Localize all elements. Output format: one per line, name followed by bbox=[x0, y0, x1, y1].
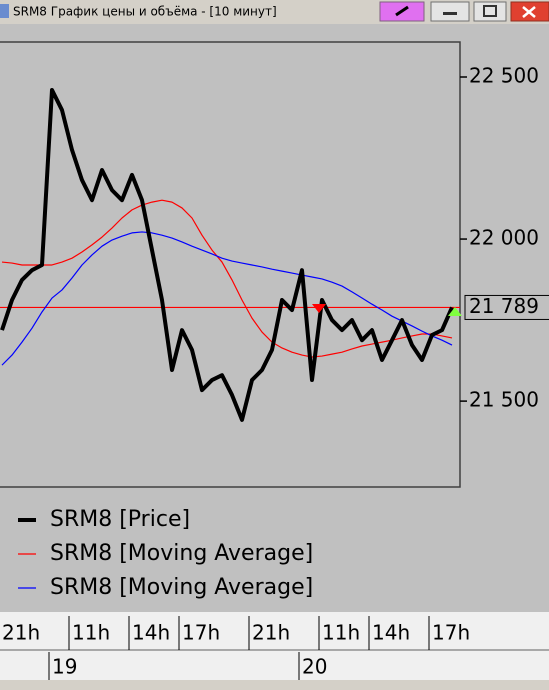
plot: 21 500 22 000 22 500 21 789 SRM8 [Price] SRM8… bbox=[0, 64, 549, 680]
last-price-box bbox=[464, 294, 549, 320]
window-title: SRM8 График цены и объёма - [10 минут] bbox=[13, 5, 277, 19]
x-tick-label: 21h bbox=[2, 621, 40, 645]
y-tick-label: 22 500 bbox=[469, 64, 539, 88]
window-icon bbox=[0, 4, 9, 18]
x-tick-label: 17h bbox=[432, 621, 470, 645]
x-tick-label: 14h bbox=[132, 621, 170, 645]
link-icon bbox=[395, 5, 409, 17]
x-tick-label: 11h bbox=[72, 621, 110, 645]
buy-marker bbox=[448, 307, 462, 316]
maximize-button[interactable] bbox=[473, 1, 507, 22]
x-tick-label: 11h bbox=[322, 621, 360, 645]
x-tick-label: 17h bbox=[182, 621, 220, 645]
series-line bbox=[0, 87, 454, 422]
date-label: 19 bbox=[52, 655, 77, 679]
series-line bbox=[1, 231, 453, 366]
time-axis-band bbox=[0, 612, 549, 680]
legend-label: SRM8 [Moving Average] bbox=[50, 541, 313, 566]
legend-label: SRM8 [Moving Average] bbox=[50, 575, 313, 600]
minimize-icon bbox=[443, 12, 457, 15]
x-tick-label: 14h bbox=[372, 621, 410, 645]
status-strip bbox=[0, 680, 549, 690]
y-tick-label: 21 500 bbox=[469, 388, 539, 412]
sell-marker bbox=[312, 304, 326, 313]
legend-label: SRM8 [Price] bbox=[50, 507, 190, 532]
last-price-label: 21 789 bbox=[469, 294, 539, 318]
close-icon bbox=[522, 6, 536, 18]
plot-area bbox=[0, 41, 461, 488]
maximize-icon bbox=[483, 5, 497, 17]
x-tick-label: 21h bbox=[252, 621, 290, 645]
date-label: 20 bbox=[302, 655, 327, 679]
minimize-button[interactable] bbox=[430, 1, 470, 22]
y-tick-label: 22 000 bbox=[469, 226, 539, 250]
